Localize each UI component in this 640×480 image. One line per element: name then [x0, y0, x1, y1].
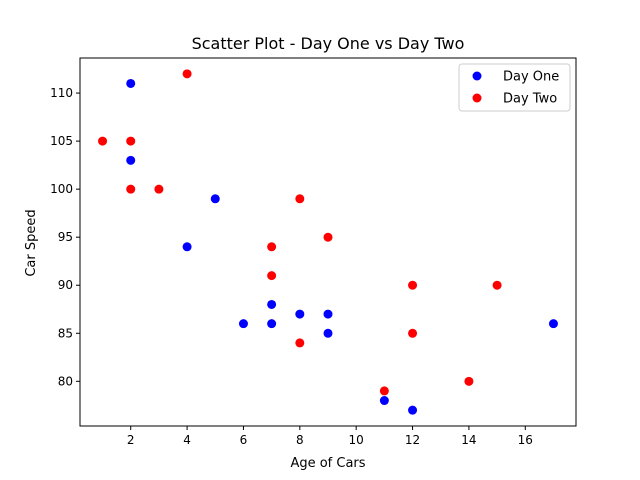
- data-point-day-two: [98, 136, 108, 146]
- data-point-day-one: [126, 155, 136, 165]
- x-tick-label: 14: [461, 433, 476, 447]
- data-point-day-two: [295, 338, 305, 348]
- data-point-day-one: [210, 194, 220, 204]
- data-point-day-one: [238, 319, 248, 329]
- data-point-day-one: [295, 309, 305, 319]
- data-point-day-one: [267, 319, 277, 329]
- data-point-day-two: [154, 184, 164, 194]
- data-point-day-one: [182, 242, 192, 252]
- legend-label-day-two: Day Two: [503, 92, 557, 107]
- data-point-day-two: [408, 280, 418, 290]
- legend-label-day-one: Day One: [503, 70, 559, 85]
- data-point-day-one: [548, 319, 558, 329]
- y-tick-label: 105: [50, 134, 73, 148]
- x-tick-label: 4: [183, 433, 191, 447]
- y-tick-label: 110: [50, 86, 73, 100]
- data-point-day-two: [492, 280, 502, 290]
- legend-box: [458, 63, 571, 112]
- data-point-day-one: [323, 328, 333, 338]
- y-tick-label: 80: [58, 374, 73, 388]
- legend-marker-day-two: [472, 93, 482, 103]
- legend: Day One Day Two: [458, 63, 571, 112]
- legend-marker-day-one: [472, 71, 482, 81]
- x-tick-label: 10: [349, 433, 364, 447]
- data-point-day-two: [323, 232, 333, 242]
- data-point-day-one: [126, 78, 136, 88]
- x-tick-label: 16: [518, 433, 533, 447]
- data-point-day-one: [267, 299, 277, 309]
- y-tick-label: 95: [58, 230, 73, 244]
- y-tick-label: 85: [58, 326, 73, 340]
- data-point-day-two: [408, 328, 418, 338]
- x-tick-label: 2: [127, 433, 135, 447]
- data-point-day-two: [267, 271, 277, 281]
- data-point-day-two: [182, 69, 192, 79]
- data-point-day-two: [126, 136, 136, 146]
- x-tick-label: 8: [296, 433, 304, 447]
- data-point-day-two: [295, 194, 305, 204]
- data-point-day-two: [267, 242, 277, 252]
- y-tick-label: 90: [58, 278, 73, 292]
- chart-title: Scatter Plot - Day One vs Day Two: [192, 34, 465, 53]
- x-tick-label: 12: [405, 433, 420, 447]
- data-point-day-two: [464, 376, 474, 386]
- y-axis-label: Car Speed: [24, 209, 39, 276]
- data-point-day-two: [126, 184, 136, 194]
- data-point-day-one: [379, 396, 389, 406]
- y-tick-label: 100: [50, 182, 73, 196]
- data-point-day-one: [323, 309, 333, 319]
- x-axis-label: Age of Cars: [290, 456, 365, 471]
- x-tick-label: 6: [240, 433, 248, 447]
- plot-frame: [79, 57, 577, 427]
- data-point-day-two: [379, 386, 389, 396]
- data-point-day-one: [408, 405, 418, 415]
